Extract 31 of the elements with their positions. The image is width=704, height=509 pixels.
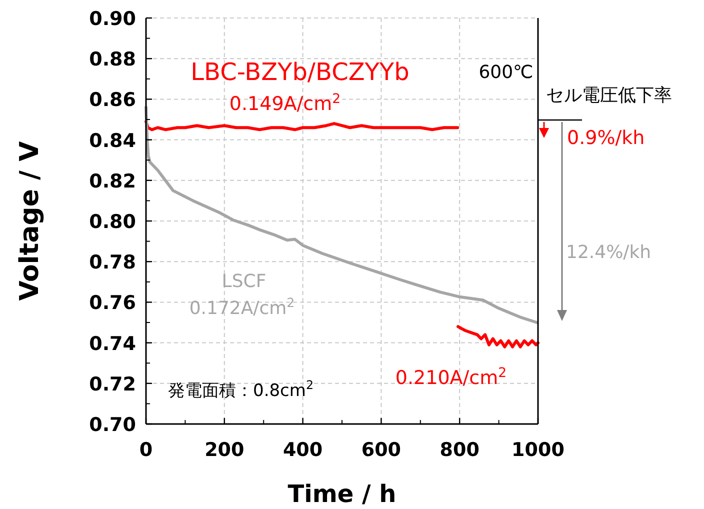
annotation: 発電面積：0.8cm$^{2}$	[168, 378, 314, 401]
x-tick-label: 0	[139, 439, 153, 461]
annotation: 0.149A/cm$^{2}$	[229, 92, 341, 115]
annotation: 0.172A/cm$^{2}$	[189, 294, 295, 319]
x-tick-label: 400	[282, 439, 323, 461]
annotation: 0.210A/cm$^{2}$	[395, 366, 507, 389]
series-label: LBC-BZYb/BCZYYb	[190, 58, 410, 86]
x-tick-label: 800	[440, 439, 480, 461]
y-tick-label: 0.74	[89, 332, 136, 355]
text: セル電圧低下率	[546, 85, 672, 106]
y-axis-title: Voltage / V	[15, 141, 45, 301]
line-series	[456, 325, 540, 348]
line-series	[144, 120, 460, 132]
y-tick-label: 0.76	[89, 292, 136, 314]
annotation: 600℃	[478, 62, 534, 83]
x-axis-title: Time / h	[288, 480, 396, 508]
y-tick-label: 0.72	[89, 373, 136, 396]
y-tick-label: 0.84	[89, 130, 136, 152]
x-tick-label: 1000	[512, 439, 564, 461]
y-tick-label: 0.78	[89, 252, 136, 274]
y-tick-label: 0.80	[89, 211, 136, 233]
y-tick-label: 0.90	[89, 8, 136, 30]
y-tick-label: 0.88	[89, 48, 136, 71]
text: 0.9%/kh	[567, 127, 645, 149]
y-tick-label: 0.82	[89, 170, 136, 192]
y-tick-label: 0.86	[89, 89, 136, 112]
text: LSCF	[222, 271, 266, 292]
y-tick-label: 0.70	[89, 414, 136, 436]
text: 12.4%/kh	[566, 242, 652, 263]
x-tick-label: 200	[204, 439, 244, 461]
x-tick-label: 600	[361, 439, 402, 461]
